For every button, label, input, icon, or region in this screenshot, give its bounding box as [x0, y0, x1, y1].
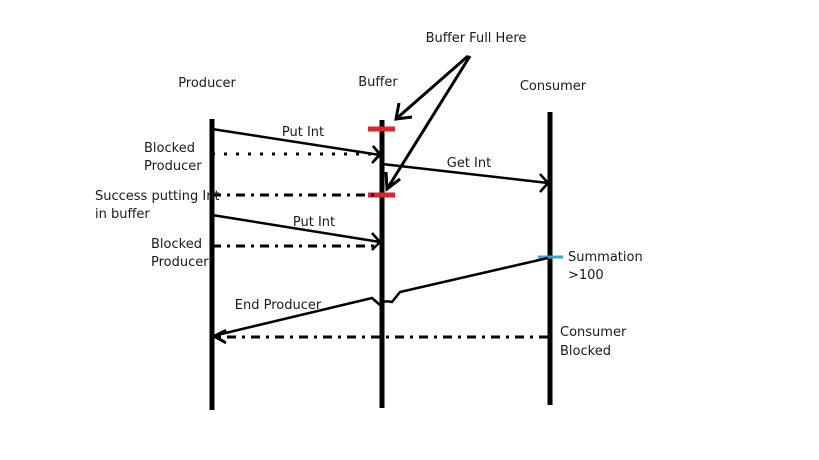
get-int-arrow [381, 162, 550, 193]
consumer-blocked-note-line2: Blocked [560, 344, 611, 359]
blocked-producer-note-1-line1: Blocked [144, 141, 195, 156]
buffer-title: Buffer [358, 75, 398, 90]
summation-note-line1: Summation [568, 250, 643, 265]
blocked-producer-note-2-line1: Blocked [151, 237, 202, 252]
success-putting-note-line2: in buffer [95, 207, 150, 222]
consumer-blocked-note-line1: Consumer [560, 325, 627, 340]
summation-note-line2: >100 [568, 268, 604, 283]
put-int-arrow-2 [211, 213, 382, 251]
buffer-full-annotation: Buffer Full Here [426, 31, 527, 46]
producer-title: Producer [178, 76, 236, 91]
put-int-label-1: Put Int [282, 125, 324, 140]
consumer-title: Consumer [520, 79, 587, 94]
end-producer-label: End Producer [235, 298, 322, 313]
consumer-blocked-line [212, 329, 548, 345]
blocked-producer-line-1 [212, 145, 382, 163]
put-int-label-2: Put Int [293, 215, 335, 230]
success-putting-note-line1: Success putting Int [95, 189, 220, 204]
annotation-arrow-1 [394, 54, 469, 121]
blocked-producer-note-2-line2: Producer [151, 255, 209, 270]
get-int-label: Get Int [447, 156, 491, 171]
blocked-producer-note-1-line2: Producer [144, 159, 202, 174]
